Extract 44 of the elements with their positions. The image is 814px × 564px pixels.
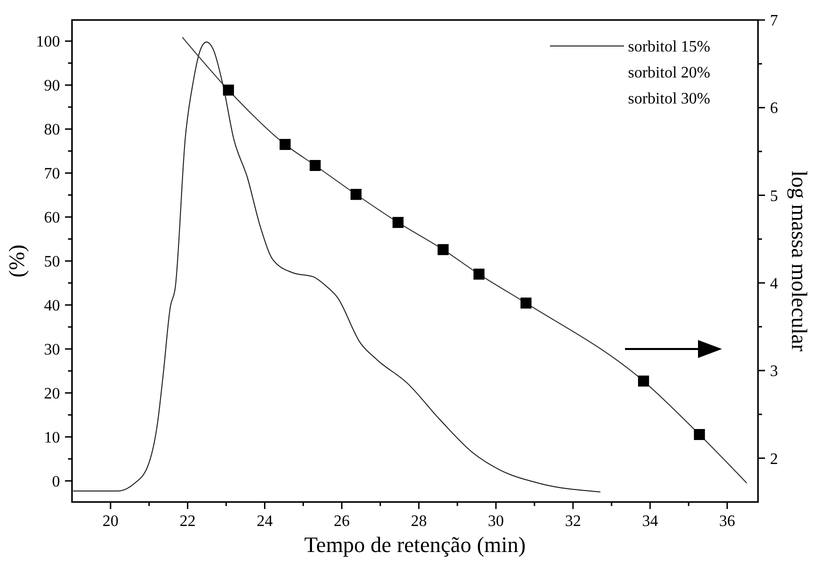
point [438,244,449,256]
point [473,268,484,280]
line-series [73,41,600,492]
point [638,376,650,387]
legend-label: sorbitol 15% [628,38,710,56]
y-tick-label: 0 [52,473,60,490]
point [222,84,234,96]
x-tick-label: 26 [334,513,350,530]
y2-tick-label: 4 [770,276,778,293]
y-tick-label: 30 [44,342,60,359]
point [310,160,321,171]
y2-tick-label: 7 [770,12,778,30]
y-tick-label: 50 [44,254,60,271]
x-tick-label: 28 [410,513,427,530]
line-series [182,37,747,484]
x-tick-label: 30 [488,513,504,530]
y2-axis-title: log massa molecular [787,170,812,352]
point [392,216,404,228]
point [280,138,291,150]
point [694,429,705,440]
y-tick-label: 10 [44,430,60,447]
y-tick-label: 80 [44,122,60,139]
x-tick-label: 20 [102,513,119,530]
point [350,188,362,200]
y-tick-label: 70 [44,166,60,183]
y-tick-label: 100 [36,34,60,51]
x-tick-label: 36 [719,513,736,530]
y-tick-label: 20 [44,386,60,403]
x-axis-title: Tempo de retenção (min) [304,532,526,557]
y2-tick-label: 2 [770,450,778,468]
x-tick-label: 22 [180,513,196,530]
annotation: sorbitol 30% [628,90,710,108]
annotation: sorbitol 20% [628,64,710,82]
x-tick-label: 34 [642,513,658,530]
y2-tick-label: 5 [770,188,778,205]
y-tick-label: 90 [44,78,60,95]
point [520,298,532,309]
y2-tick-label: 3 [770,363,778,380]
y-axis-title: (%) [4,244,29,278]
y-tick-label: 40 [44,298,60,315]
y2-tick-label: 6 [770,100,778,118]
y-tick-label: 60 [44,210,60,227]
x-tick-label: 24 [256,513,273,530]
x-tick-label: 32 [565,513,582,530]
